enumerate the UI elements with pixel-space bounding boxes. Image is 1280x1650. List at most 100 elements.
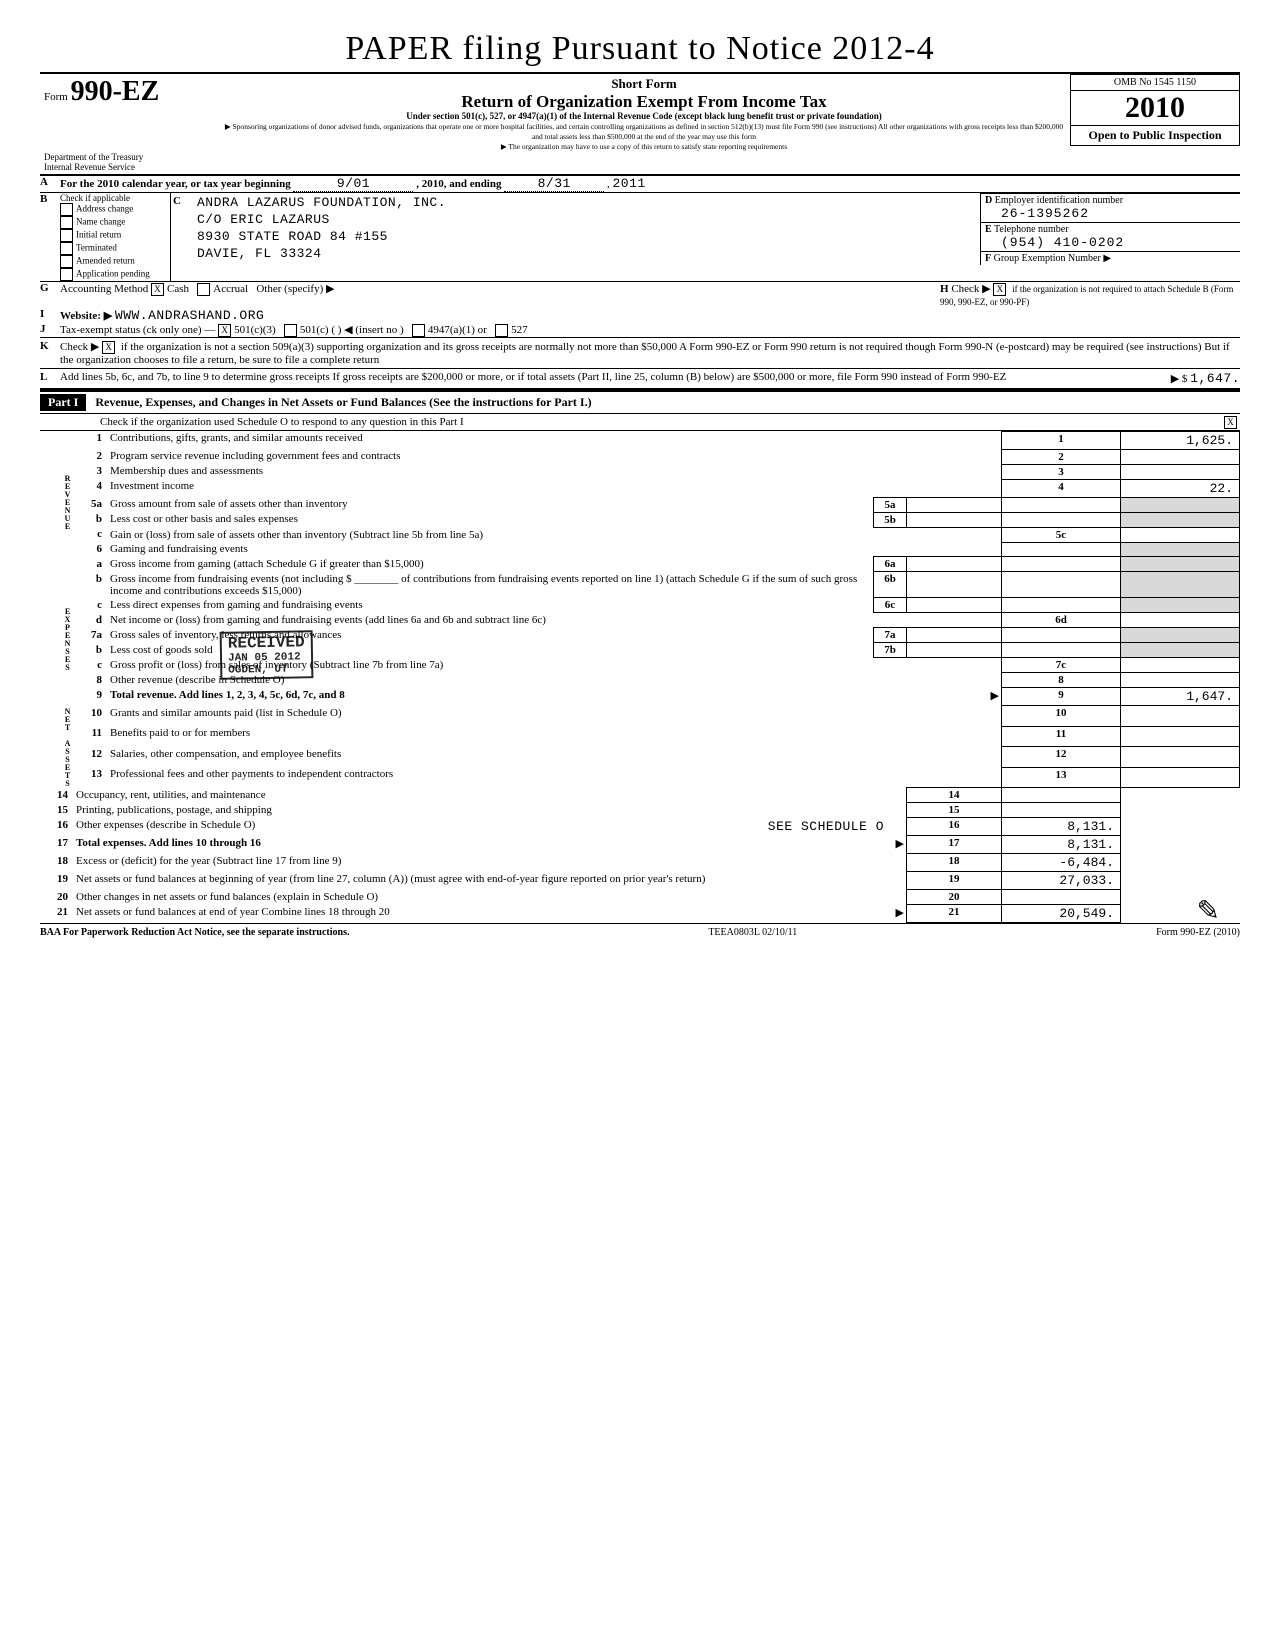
lineE-label: Telephone number [994,224,1069,235]
line-box: 2 [1002,449,1121,464]
chk-H[interactable]: X [993,283,1006,296]
chk-K[interactable]: X [102,341,115,354]
lineA-year: 2011 [612,176,645,191]
chk-terminated[interactable]: Terminated [60,242,170,255]
form-prefix: Form [44,91,68,103]
vert-label: NET ASSETS [40,706,74,788]
line-amount: 1,647. [1121,688,1240,706]
opt-address: Address change [76,204,133,214]
line-number: c [74,598,108,613]
line-row: 6Gaming and fundraising events [40,542,1240,557]
line-box: 4 [1002,479,1121,497]
chk-name[interactable]: Name change [60,216,170,229]
line-amount [1002,788,1121,803]
line-number: 11 [74,726,108,747]
mid-box: 5a [874,497,907,512]
chk-cash[interactable]: X [151,283,164,296]
chk-pending[interactable]: Application pending [60,268,170,281]
line-number: 16 [40,818,74,836]
chk-accrual[interactable] [197,283,210,296]
mid-box: 6b [874,572,907,598]
checkboxes-B: Check if applicable Address change Name … [60,193,171,281]
part-I-header: Part I Revenue, Expenses, and Changes in… [40,390,1240,414]
initials-mark: ✎ [1197,894,1220,928]
line-row: 4Investment income422. [40,479,1240,497]
line-number: a [74,557,108,572]
line-text: Program service revenue including govern… [108,449,1002,464]
lineI: Website: ▶ WWW.ANDRASHAND.ORG [60,308,1240,323]
mid-amt [907,572,1002,598]
line-row: 18Excess or (deficit) for the year (Subt… [40,854,1240,872]
chk-address[interactable]: Address change [60,203,170,216]
line-number: 1 [74,431,108,449]
line-box: 7c [1002,658,1121,673]
chk-initial[interactable]: Initial return [60,229,170,242]
line-number: 17 [40,836,74,854]
line-row: 21Net assets or fund balances at end of … [40,905,1240,923]
line-number: b [74,512,108,527]
line-row: 12Salaries, other compensation, and empl… [40,747,1240,768]
schedO-row: Check if the organization used Schedule … [40,414,1240,431]
lineA-begin: 9/01 [293,176,413,192]
chk-schedO[interactable]: X [1224,416,1237,429]
shade-box [1002,643,1121,658]
line-amount: 8,131. [1002,836,1121,854]
shade-amt [1121,598,1240,613]
line-number: 3 [74,464,108,479]
line-text: Contributions, gifts, grants, and simila… [108,431,1002,449]
line-row: 5aGross amount from sale of assets other… [40,497,1240,512]
header-center: Short Form Return of Organization Exempt… [218,74,1070,154]
right-info: D Employer identification number 26-1395… [980,193,1240,281]
mid-amt [907,497,1002,512]
line-row: dNet income or (loss) from gaming and fu… [40,613,1240,628]
dept-treasury: Department of the Treasury [44,152,214,162]
form-number: 990-EZ [71,76,160,107]
line-text: Net assets or fund balances at beginning… [74,872,907,890]
line-number: 2 [74,449,108,464]
lineF-label: Group Exemption Number [994,253,1101,264]
line-text: Gain or (loss) from sale of assets other… [108,527,1002,542]
line-amount: 8,131. [1002,818,1121,836]
line-text: Gross income from gaming (attach Schedul… [108,557,874,572]
mid-amt [907,598,1002,613]
line-amount: 20,549. [1002,905,1121,923]
line-amount [1121,706,1240,727]
chk-4947[interactable] [412,324,425,337]
shade-amt [1121,497,1240,512]
part-I-bar: Part I [40,394,86,411]
line-amount [1121,726,1240,747]
chk-527[interactable] [495,324,508,337]
line-text: Gaming and fundraising events [108,542,1002,557]
line-text: Less direct expenses from gaming and fun… [108,598,874,613]
opt-initial: Initial return [76,230,121,240]
short-form: Short Form [224,76,1064,92]
line-amount [1002,803,1121,818]
line-amount: 27,033. [1002,872,1121,890]
sponsor-note: ▶ Sponsoring organizations of donor advi… [225,122,1063,141]
chk-501c3[interactable]: X [218,324,231,337]
shade-box [1002,557,1121,572]
shade-amt [1121,542,1240,557]
line-amount: -6,484. [1002,854,1121,872]
line-row: 14Occupancy, rent, utilities, and mainte… [40,788,1240,803]
lineL-arrow: ▶ $ [1171,373,1188,385]
lineG: Accounting Method XCash Accrual Other (s… [60,282,940,308]
chk-amended[interactable]: Amended return [60,255,170,268]
website: WWW.ANDRASHAND.ORG [115,308,264,323]
label-I: I [40,308,60,323]
line-number: b [74,643,108,658]
line-amount: 1,625. [1121,431,1240,449]
line-text: Investment income [108,479,1002,497]
row-H: H Check ▶ X if the organization is not r… [940,282,1240,308]
line-row: cGain or (loss) from sale of assets othe… [40,527,1240,542]
line-row: 13Professional fees and other payments t… [40,767,1240,788]
chk-501c[interactable] [284,324,297,337]
label-L: L [40,371,60,386]
line-box: 16 [907,818,1002,836]
mid-box: 5b [874,512,907,527]
vert-label: REVENUE [40,431,74,572]
opt-accrual: Accrual [213,283,248,295]
lineK: Check ▶ X if the organization is not a s… [60,340,1240,366]
opt-other: Other (specify) ▶ [256,283,334,295]
opt-501c3: 501(c)(3) [234,324,276,336]
